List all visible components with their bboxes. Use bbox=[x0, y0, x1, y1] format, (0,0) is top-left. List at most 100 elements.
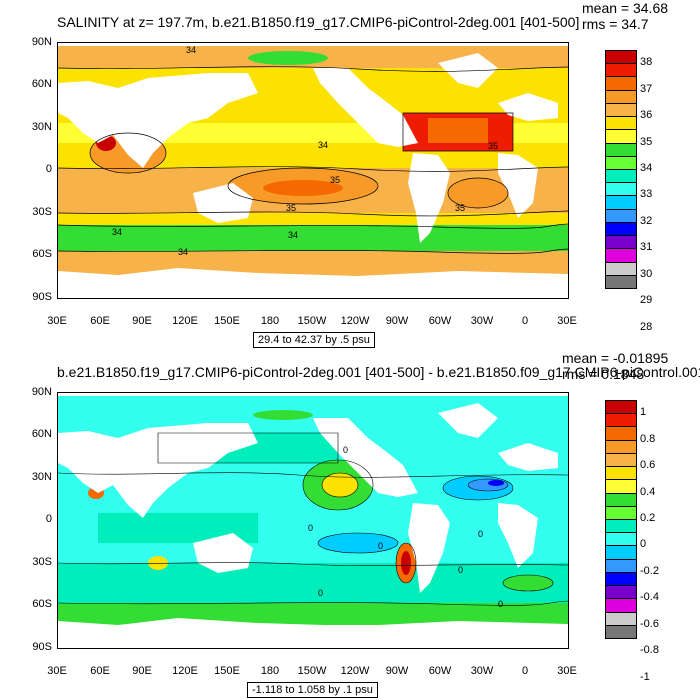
colorbar-cell bbox=[605, 169, 637, 184]
contour-label: 0 bbox=[378, 541, 383, 551]
panel2-range-label: -1.118 to 1.058 by .1 psu bbox=[247, 682, 378, 698]
contour-label: 35 bbox=[330, 175, 340, 185]
colorbar-label: 33 bbox=[640, 188, 653, 201]
colorbar-label: 31 bbox=[640, 241, 653, 254]
colorbar-label: 0.2 bbox=[640, 512, 656, 524]
colorbar-label: 36 bbox=[640, 109, 653, 122]
lat-label: 30S bbox=[32, 206, 52, 218]
difference-contours bbox=[58, 432, 568, 606]
colorbar-cell bbox=[605, 439, 637, 454]
colorbar-cell bbox=[605, 182, 637, 197]
colorbar-label: 34 bbox=[640, 162, 653, 174]
colorbar-cell bbox=[605, 492, 637, 507]
colorbar-cell bbox=[605, 479, 637, 494]
lat-label: 60S bbox=[32, 248, 52, 260]
colorbar-cell bbox=[605, 63, 637, 78]
lat-label: 60S bbox=[32, 598, 52, 610]
lon-label: 60E bbox=[90, 315, 110, 327]
lon-label: 150E bbox=[214, 315, 240, 327]
colorbar-cell bbox=[605, 532, 637, 547]
colorbar-label: 35 bbox=[640, 135, 653, 148]
colorbar-cell bbox=[605, 585, 637, 600]
colorbar-label: 30 bbox=[640, 267, 653, 280]
land-masses bbox=[58, 393, 568, 648]
lat-label: 90S bbox=[32, 641, 52, 653]
colorbar-label: 29 bbox=[640, 294, 653, 307]
contour-label: 0 bbox=[458, 565, 463, 575]
colorbar-cell bbox=[605, 452, 637, 468]
lon-label: 90W bbox=[385, 315, 409, 327]
colorbar-cell bbox=[605, 76, 637, 91]
colorbar-label: 37 bbox=[640, 82, 653, 95]
colorbar-label: 1 bbox=[640, 406, 647, 419]
colorbar-label: 32 bbox=[640, 214, 653, 227]
contour-label: 34 bbox=[178, 247, 188, 257]
colorbar-cell bbox=[605, 519, 637, 534]
lon-label: 30E bbox=[47, 665, 67, 677]
contour-label: 0 bbox=[478, 529, 483, 539]
colorbar-cell bbox=[605, 248, 637, 263]
lon-label: 120E bbox=[172, 665, 198, 677]
lon-label: 150W bbox=[297, 665, 327, 677]
colorbar-cell bbox=[605, 208, 637, 223]
difference-panel: b.e21.B1850.f19_g17.CMIP6-piControl-2deg… bbox=[0, 350, 700, 700]
lon-label: 120W bbox=[340, 665, 370, 677]
lon-label: 30E bbox=[47, 315, 67, 327]
lon-label: 30E bbox=[557, 665, 577, 677]
lon-label: 60E bbox=[90, 665, 110, 677]
panel1-colorbar bbox=[605, 50, 637, 289]
lon-label: 30E bbox=[557, 315, 577, 327]
colorbar-cell bbox=[605, 142, 637, 157]
contour-label: 34 bbox=[288, 230, 298, 240]
contour-label: 35 bbox=[286, 203, 296, 213]
colorbar-cell bbox=[605, 102, 637, 118]
lon-label: 30W bbox=[470, 665, 494, 677]
contour-label: 35 bbox=[455, 203, 465, 213]
salinity-contours bbox=[58, 66, 568, 254]
panel1-mean: mean = 34.68 bbox=[582, 0, 669, 16]
lon-label: 120W bbox=[340, 315, 370, 327]
colorbar-label: 28 bbox=[640, 320, 653, 333]
southern-ocean-band bbox=[58, 225, 568, 251]
colorbar-cell bbox=[605, 221, 637, 237]
lat-label: 90S bbox=[32, 291, 52, 303]
colorbar-cell bbox=[605, 466, 637, 481]
colorbar-cell bbox=[605, 545, 637, 560]
panel2-colorbar bbox=[605, 400, 637, 639]
panel1-rms: rms = 34.7 bbox=[582, 16, 649, 32]
colorbar-cell bbox=[605, 261, 637, 276]
contour-label: 0 bbox=[343, 445, 348, 455]
colorbar-cell bbox=[605, 195, 637, 210]
lon-label: 90W bbox=[385, 665, 409, 677]
colorbar-cell bbox=[605, 571, 637, 587]
lon-label: 180 bbox=[260, 315, 280, 327]
lat-label: 0 bbox=[45, 513, 52, 525]
lat-label: 90N bbox=[31, 36, 52, 48]
lon-label: 0 bbox=[521, 665, 529, 677]
lat-label: 60N bbox=[31, 428, 52, 440]
colorbar-cell bbox=[605, 400, 637, 415]
lon-label: 60W bbox=[428, 665, 452, 677]
colorbar-cell bbox=[605, 155, 637, 170]
contour-label: 34 bbox=[186, 45, 196, 55]
lon-label: 90E bbox=[132, 315, 152, 327]
lat-label: 30S bbox=[32, 556, 52, 568]
colorbar-label: 0.6 bbox=[640, 459, 656, 472]
lon-label: 150W bbox=[297, 315, 327, 327]
colorbar-label: 0 bbox=[640, 538, 647, 551]
panel1-title: SALINITY at z= 197.7m, b.e21.B1850.f19_g… bbox=[57, 14, 580, 30]
colorbar-cell bbox=[605, 558, 637, 573]
colorbar-label: 0.8 bbox=[640, 432, 656, 445]
lat-label: 30N bbox=[31, 121, 52, 133]
colorbar-cell bbox=[605, 598, 637, 613]
lon-label: 180 bbox=[260, 665, 280, 677]
panel1-range-label: 29.4 to 42.37 by .5 psu bbox=[253, 332, 375, 348]
colorbar-cell bbox=[605, 235, 637, 250]
lat-label: 30N bbox=[31, 471, 52, 483]
colorbar-cell bbox=[605, 129, 637, 144]
colorbar-cell bbox=[605, 505, 637, 520]
contour-label: 34 bbox=[112, 227, 122, 237]
difference-map-svg: 0 0 0 0 0 0 0 bbox=[58, 393, 568, 648]
lat-label: 60N bbox=[31, 78, 52, 90]
colorbar-cell bbox=[605, 624, 637, 639]
